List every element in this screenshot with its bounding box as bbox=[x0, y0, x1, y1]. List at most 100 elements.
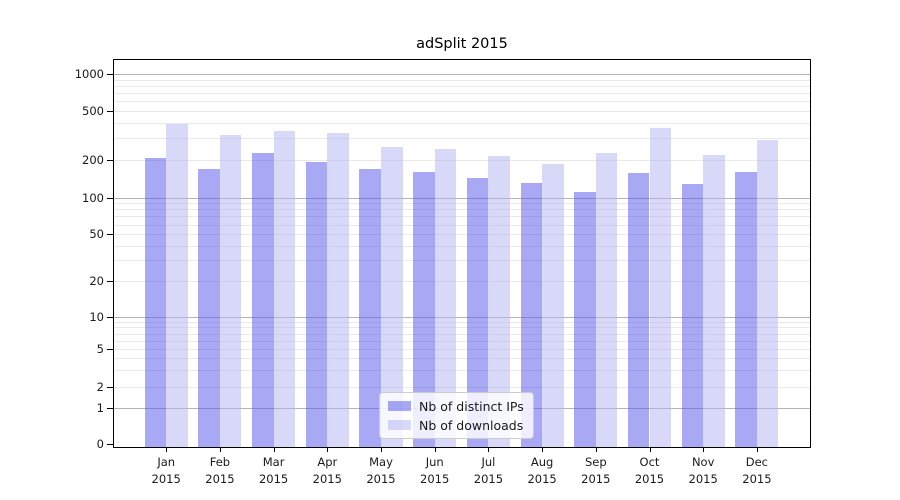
gridline-minor bbox=[114, 79, 810, 81]
x-tick-label: Oct 2015 bbox=[634, 455, 665, 486]
gridline-minor bbox=[114, 138, 810, 140]
x-tick-mark bbox=[327, 447, 329, 452]
legend-swatch-downloads bbox=[388, 420, 411, 430]
bar-downloads bbox=[488, 155, 510, 447]
x-tick-label: Jun 2015 bbox=[420, 455, 450, 486]
y-tick-mark bbox=[107, 387, 114, 388]
gridline-minor bbox=[114, 101, 810, 103]
gridline-minor bbox=[114, 216, 810, 218]
gridline-minor bbox=[114, 321, 810, 323]
legend-row: Nb of distinct IPs bbox=[388, 398, 524, 414]
legend-label-distinct-ips: Nb of distinct IPs bbox=[419, 398, 524, 414]
x-tick-mark bbox=[273, 447, 275, 452]
bar-distinct-ips bbox=[305, 161, 328, 447]
y-tick-label: 200 bbox=[82, 153, 104, 168]
y-tick-label: 1000 bbox=[74, 67, 104, 82]
x-tick-label: Jul 2015 bbox=[473, 455, 504, 486]
y-tick-mark bbox=[107, 317, 114, 318]
bar-downloads bbox=[381, 146, 403, 447]
y-tick-label: 0 bbox=[96, 437, 104, 452]
chart-title: adSplit 2015 bbox=[416, 36, 508, 52]
y-tick-mark bbox=[107, 197, 114, 199]
gridline-minor bbox=[114, 260, 810, 262]
bar-distinct-ips bbox=[627, 172, 650, 447]
bar-distinct-ips bbox=[466, 178, 489, 447]
x-tick-mark bbox=[381, 447, 382, 452]
bar-downloads bbox=[595, 153, 618, 447]
bar-distinct-ips bbox=[520, 183, 543, 447]
bar-distinct-ips bbox=[735, 172, 757, 447]
x-tick-mark bbox=[542, 447, 544, 452]
y-tick-mark bbox=[107, 111, 114, 112]
bar-downloads bbox=[434, 148, 457, 447]
bar-distinct-ips bbox=[359, 169, 381, 447]
gridline-minor bbox=[114, 327, 810, 329]
bar-downloads bbox=[756, 140, 779, 447]
x-tick-mark bbox=[166, 447, 168, 452]
bar-downloads bbox=[542, 163, 564, 447]
bar-downloads bbox=[327, 133, 349, 447]
gridline-minor bbox=[114, 93, 810, 95]
gridline-minor bbox=[114, 234, 810, 236]
gridline-minor bbox=[114, 340, 810, 342]
y-tick-label: 500 bbox=[82, 104, 104, 118]
x-tick-label: Sep 2015 bbox=[581, 455, 611, 486]
bar-downloads bbox=[649, 127, 672, 447]
y-tick-label: 5 bbox=[96, 342, 104, 357]
y-tick-label: 1 bbox=[96, 401, 104, 416]
x-tick-mark bbox=[488, 447, 490, 452]
gridline-major bbox=[114, 317, 810, 318]
x-tick-mark bbox=[649, 447, 651, 452]
gridline-major bbox=[114, 74, 810, 76]
legend: Nb of distinct IPs Nb of downloads bbox=[379, 392, 534, 439]
y-tick-mark bbox=[107, 74, 114, 76]
gridline-major bbox=[114, 197, 810, 199]
y-tick-mark bbox=[107, 281, 114, 282]
x-tick-mark bbox=[756, 447, 758, 452]
gridline-minor bbox=[114, 123, 810, 124]
gridline-minor bbox=[114, 160, 810, 162]
gridline-minor bbox=[114, 358, 810, 360]
bar-distinct-ips bbox=[198, 169, 220, 447]
y-tick-mark bbox=[107, 234, 114, 236]
gridline-minor bbox=[114, 245, 810, 247]
y-tick-mark bbox=[107, 349, 114, 351]
x-tick-label: Aug 2015 bbox=[527, 455, 557, 486]
bar-downloads bbox=[219, 135, 242, 447]
legend-label-downloads: Nb of downloads bbox=[419, 417, 524, 433]
bar-distinct-ips bbox=[252, 152, 274, 447]
x-tick-mark bbox=[219, 447, 221, 452]
y-tick-mark bbox=[107, 444, 114, 446]
x-tick-label: Jan 2015 bbox=[151, 455, 181, 486]
bar-distinct-ips bbox=[681, 184, 704, 447]
y-tick-label: 50 bbox=[89, 227, 104, 242]
x-tick-label: Dec 2015 bbox=[742, 455, 772, 486]
x-tick-mark bbox=[434, 447, 436, 452]
gridline-minor bbox=[114, 203, 810, 205]
bar-distinct-ips bbox=[144, 157, 167, 447]
x-tick-label: Feb 2015 bbox=[205, 455, 235, 486]
plot-area: Nb of distinct IPs Nb of downloads 0 1 2 5 1… bbox=[75, 59, 811, 486]
gridline-minor bbox=[114, 333, 810, 335]
bar-downloads bbox=[273, 130, 296, 447]
y-tick-label: 2 bbox=[96, 380, 104, 394]
gridline-minor bbox=[114, 349, 810, 351]
x-tick-label: Apr 2015 bbox=[312, 455, 342, 486]
x-tick-label: Mar 2015 bbox=[258, 455, 289, 486]
y-tick-label: 20 bbox=[89, 274, 104, 288]
gridline-minor bbox=[114, 281, 810, 282]
y-tick-mark bbox=[107, 408, 114, 410]
legend-swatch-distinct-ips bbox=[388, 401, 411, 411]
y-tick-label: 100 bbox=[82, 190, 104, 205]
gridline-minor bbox=[114, 86, 810, 88]
x-tick-label: May 2015 bbox=[366, 455, 396, 486]
x-tick-label: Nov 2015 bbox=[688, 455, 718, 486]
gridline-minor bbox=[114, 224, 810, 226]
x-tick-mark bbox=[703, 447, 705, 452]
bar-distinct-ips bbox=[574, 192, 596, 447]
gridline-minor bbox=[114, 209, 810, 211]
y-tick-mark bbox=[107, 160, 114, 162]
x-tick-mark bbox=[595, 447, 597, 452]
gridline-minor bbox=[114, 111, 810, 112]
